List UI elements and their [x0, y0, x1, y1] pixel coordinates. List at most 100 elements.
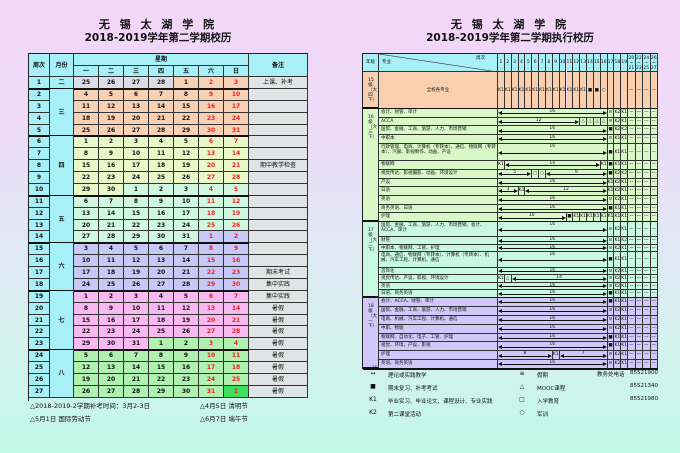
header-week-range: 22~23: [635, 54, 644, 72]
week-cell: K2: [621, 237, 629, 245]
teaching-span-arrow: 16: [498, 222, 608, 238]
header-week-number: 19: [621, 54, 629, 72]
date-cell: 30: [174, 385, 199, 398]
tail-cell: —: [650, 169, 658, 179]
tail-cell: —: [628, 267, 636, 276]
date-cell: 9: [224, 243, 249, 256]
header-week-number: 2: [504, 54, 512, 72]
section-divider: [363, 368, 658, 370]
date-cell: 25: [149, 326, 174, 339]
span-weeks-label: 16: [549, 298, 556, 303]
remark-cell: [249, 195, 308, 208]
tail-cell: —: [650, 161, 658, 170]
date-cell: 4: [99, 243, 124, 256]
date-cell: 12: [99, 100, 124, 113]
legend-icon: ■: [370, 383, 376, 390]
tail-cell: —: [628, 222, 636, 238]
date-cell: 13: [99, 362, 124, 374]
tail-cell: —: [650, 244, 658, 253]
week-cell: K1: [545, 72, 553, 109]
week-cell: K1: [511, 72, 519, 109]
week-cell: K2: [614, 351, 622, 361]
week-cell: K1: [559, 72, 567, 109]
header-week-number: 17: [607, 54, 615, 72]
date-cell: 8: [74, 148, 99, 161]
date-cell: 28: [124, 385, 149, 398]
legend-icon: K2: [369, 409, 377, 416]
major-name: 首饰化: [379, 267, 498, 276]
date-cell: 5: [99, 88, 124, 101]
span-weeks-label: 3: [506, 187, 510, 193]
week-cell: [614, 72, 622, 109]
header-week-number: 15: [593, 54, 601, 72]
major-name: 国贸、金融、工商、旅游、人力、市场营销: [379, 126, 498, 136]
week-cell: K1: [607, 187, 615, 196]
week-cell: K2: [614, 169, 622, 179]
week-cell: ≡: [607, 109, 615, 118]
week-cell: [607, 72, 615, 109]
week-cell: K1: [621, 187, 629, 196]
grade-label: 16级（大三下）: [363, 109, 379, 222]
span-weeks-label: 16: [549, 333, 556, 339]
week-cell: K2: [614, 315, 622, 325]
week-cell: K1: [621, 282, 629, 291]
week-cell: K1: [539, 72, 546, 109]
week-cell: K1: [573, 72, 581, 109]
date-cell: 7: [124, 350, 149, 363]
month-divider: [29, 87, 249, 90]
header-week-number: 16: [600, 54, 608, 72]
week-cell: K1: [525, 72, 533, 109]
remark-cell: [249, 231, 308, 244]
tail-cell: —: [635, 195, 644, 205]
date-cell: 3: [74, 243, 99, 256]
date-cell: 16: [224, 255, 249, 268]
date-cell: 25: [199, 219, 224, 232]
tail-cell: —: [643, 342, 651, 352]
span-weeks-label: 7: [581, 351, 585, 357]
date-cell: 24: [124, 326, 149, 339]
date-cell: 17: [199, 362, 224, 374]
tail-cell: —: [643, 117, 651, 127]
week-cell: ■: [607, 333, 615, 343]
date-cell: 22: [149, 374, 174, 386]
tail-cell: —: [635, 333, 644, 343]
week-cell: K1: [498, 161, 505, 170]
span-weeks-label: 16: [549, 324, 556, 330]
teaching-span-arrow: 16: [498, 178, 608, 188]
contact-phone-2: 85521340: [630, 383, 658, 389]
week-cell: K1: [621, 109, 629, 118]
date-cell: 15: [149, 362, 174, 374]
date-cell: 23: [199, 112, 224, 125]
legend-text: 理论或实践教学: [388, 373, 427, 379]
tail-cell: —: [643, 135, 651, 144]
date-cell: 20: [199, 160, 224, 173]
week-number: 25: [29, 362, 50, 374]
week-cell: K1: [614, 143, 622, 162]
date-cell: 6: [99, 350, 124, 363]
date-cell: 21: [224, 160, 249, 173]
week-cell: K2: [614, 244, 622, 253]
date-cell: 15: [199, 255, 224, 268]
date-cell: 11: [149, 148, 174, 161]
week-cell: K1: [621, 324, 629, 334]
note-qingming: △4月5日 清明节: [200, 402, 248, 410]
date-cell: 12: [124, 255, 149, 268]
week-cell: K2: [614, 306, 622, 316]
header-weekday: 日: [224, 66, 249, 77]
tail-cell: —: [635, 178, 644, 188]
teaching-span-arrow: 16: [498, 143, 608, 162]
header-week-number: 5: [525, 54, 533, 72]
tail-cell: —: [628, 298, 636, 307]
week-cell: K1: [621, 306, 629, 316]
teaching-span-arrow: 16: [498, 252, 608, 268]
week-cell: K1: [621, 342, 629, 352]
teaching-span-arrow: 14: [511, 275, 608, 283]
date-cell: 5: [124, 243, 149, 256]
major-name: 中职、物联: [379, 324, 498, 334]
week-number: 11: [29, 195, 50, 208]
tail-cell: —: [635, 267, 644, 276]
week-number: 21: [29, 314, 50, 327]
span-weeks-label: 10: [528, 213, 535, 219]
week-number: 13: [29, 219, 50, 232]
tail-cell: —: [650, 222, 658, 238]
